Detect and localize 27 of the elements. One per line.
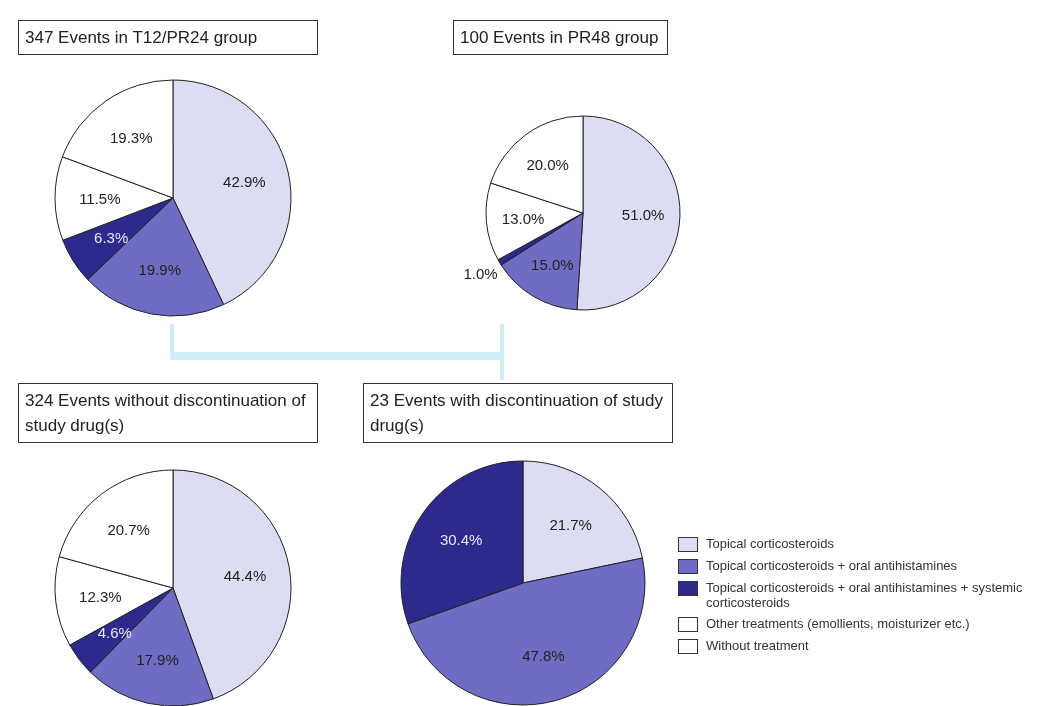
legend-label: Topical corticosteroids + oral antihistamines [706, 558, 958, 573]
chart-title: 347 Events in T12/PR24 group [18, 20, 318, 55]
legend-label: Other treatments (emollients, moisturizer etc.) [706, 616, 970, 631]
data-label: 21.7% [549, 515, 592, 533]
legend-label: Topical corticosteroids + oral antihistamines + systemic corticosteroids [706, 580, 1024, 610]
legend-label: Topical corticosteroids [706, 536, 834, 551]
data-label: 12.3% [79, 588, 122, 606]
chart-title: 324 Events without discontinuation of study drug(s) [18, 383, 318, 443]
data-label: 19.9% [138, 261, 181, 279]
data-label: 42.9% [223, 173, 266, 191]
data-label: 20.7% [107, 521, 150, 539]
data-label: 13.0% [501, 210, 545, 228]
data-label: 15.0% [531, 256, 574, 274]
chart-title: 100 Events in PR48 group [453, 20, 668, 55]
data-label: 20.0% [526, 155, 569, 173]
legend-label: Without treatment [706, 638, 809, 653]
data-label: 6.3% [94, 228, 129, 246]
data-label: 17.9% [136, 650, 179, 668]
data-label: 44.4% [223, 566, 267, 584]
data-label: 47.8% [522, 647, 565, 665]
data-label: 4.6% [97, 623, 132, 641]
data-label: 51.0% [621, 206, 665, 224]
data-label: 30.4% [439, 530, 483, 548]
data-label: 11.5% [79, 189, 121, 207]
data-label: 1.0% [463, 265, 498, 283]
chart-title: 23 Events with discontinuation of study drug(s) [363, 383, 673, 443]
data-label: 19.3% [110, 129, 153, 147]
